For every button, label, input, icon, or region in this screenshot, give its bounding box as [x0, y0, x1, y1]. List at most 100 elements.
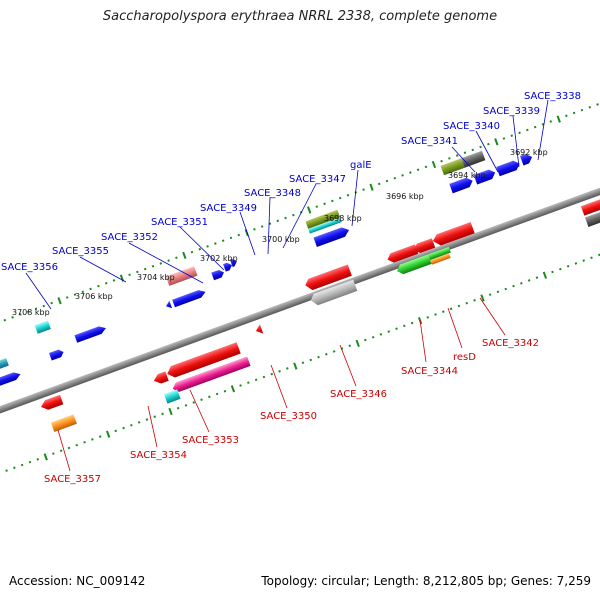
minor-tick — [286, 367, 289, 370]
major-tick — [182, 251, 187, 259]
gene-label-sace-3342[interactable]: SACE_3342 — [482, 338, 539, 349]
minor-tick — [403, 324, 406, 328]
gene-arrow[interactable] — [580, 196, 600, 216]
major-tick — [168, 407, 173, 416]
gene-label-sace-3354[interactable]: SACE_3354 — [130, 450, 187, 461]
gene-label-sace-3357[interactable]: SACE_3357 — [44, 474, 101, 485]
gene-label-sace-3347[interactable]: SACE_3347 — [289, 174, 346, 185]
minor-tick — [323, 202, 326, 206]
gene-label-sace-3356[interactable]: SACE_3356 — [1, 262, 58, 273]
gene-arrow[interactable] — [305, 209, 341, 229]
gene-label-sace-3351[interactable]: SACE_3351 — [151, 217, 208, 228]
minor-tick — [496, 290, 500, 294]
minor-tick — [36, 458, 40, 461]
minor-tick — [151, 264, 155, 268]
gene-arrow[interactable] — [473, 168, 497, 185]
gene-label-sace-3353[interactable]: SACE_3353 — [182, 435, 239, 446]
gene-arrow[interactable] — [223, 261, 233, 272]
gene-arrow[interactable] — [49, 348, 65, 361]
minor-tick — [572, 111, 576, 115]
gene-arrow[interactable] — [440, 158, 465, 176]
gene-arrow[interactable] — [0, 370, 22, 389]
gene-arrow[interactable] — [152, 371, 169, 385]
gene-label-sace-3349[interactable]: SACE_3349 — [200, 203, 257, 214]
gene-label-sace-3352[interactable]: SACE_3352 — [101, 232, 158, 243]
forward-leaders — [25, 99, 549, 310]
minor-tick — [465, 301, 469, 305]
gene-arrow[interactable] — [304, 264, 352, 292]
gene-label-sace-3346[interactable]: SACE_3346 — [330, 389, 387, 400]
gene-arrow[interactable] — [313, 225, 350, 248]
gene-label-sace-3341[interactable]: SACE_3341 — [401, 136, 458, 147]
minor-tick — [5, 469, 8, 472]
minor-tick — [401, 174, 404, 177]
gene-arrow[interactable] — [254, 324, 264, 335]
gene-arrow[interactable] — [39, 394, 64, 412]
minor-tick — [239, 384, 242, 387]
gene-arrow[interactable] — [171, 356, 251, 393]
minor-tick — [574, 262, 578, 265]
minor-tick — [559, 267, 562, 271]
minor-tick — [518, 131, 521, 135]
minor-tick — [253, 228, 256, 231]
gene-arrow[interactable] — [211, 269, 225, 281]
forward-labels: SACE_3338 SACE_3339 SACE_3340 SACE_3341 … — [1, 91, 581, 273]
minor-tick — [130, 423, 133, 427]
gene-arrow[interactable] — [34, 320, 51, 334]
gene-label-sace-3344[interactable]: SACE_3344 — [401, 366, 458, 377]
gene-label-sace-3338[interactable]: SACE_3338 — [524, 91, 581, 102]
gene-label-sace-3339[interactable]: SACE_3339 — [483, 106, 540, 117]
gene-arrow[interactable] — [229, 257, 238, 268]
gene-arrow[interactable] — [308, 217, 342, 234]
gene-arrow[interactable] — [309, 279, 358, 307]
gene-arrow[interactable] — [496, 159, 521, 177]
minor-tick — [385, 179, 389, 183]
minor-tick — [89, 287, 92, 291]
gene-arrow[interactable] — [165, 266, 198, 286]
gene-arrow[interactable] — [165, 300, 173, 310]
minor-tick — [449, 307, 453, 311]
kbp-label: 3696 kbp — [386, 192, 424, 201]
gene-arrow[interactable] — [172, 288, 207, 308]
minor-tick — [565, 114, 568, 118]
gene-label-gale[interactable]: galE — [350, 160, 372, 171]
minor-tick — [549, 120, 553, 123]
minor-tick — [533, 125, 537, 129]
gene-arrow[interactable] — [165, 342, 241, 379]
gene-arrow[interactable] — [39, 342, 41, 343]
gene-arrow[interactable] — [74, 324, 107, 343]
minor-tick — [588, 105, 592, 109]
gene-label-sace-3350[interactable]: SACE_3350 — [260, 411, 317, 422]
gene-label-resd[interactable]: resD — [453, 352, 476, 363]
gene-arrow[interactable] — [164, 389, 181, 404]
gene-arrow[interactable] — [428, 246, 451, 261]
gene-label-sace-3348[interactable]: SACE_3348 — [244, 188, 301, 199]
minor-tick — [278, 370, 281, 373]
minor-tick — [98, 435, 102, 438]
gene-arrow[interactable] — [412, 238, 436, 255]
gene-arrow[interactable] — [431, 221, 475, 248]
gene-arrow[interactable] — [449, 176, 474, 194]
gene-arrow[interactable] — [0, 358, 9, 374]
gene-arrow[interactable] — [520, 152, 534, 166]
minor-tick — [161, 412, 164, 416]
gene-arrow[interactable] — [395, 254, 432, 275]
reverse-genes — [39, 196, 600, 432]
gene-arrow[interactable] — [584, 207, 600, 227]
minor-tick — [463, 151, 467, 154]
minor-tick — [442, 310, 445, 313]
minor-tick — [42, 304, 46, 308]
gene-arrow[interactable] — [50, 414, 77, 432]
minor-tick — [270, 372, 274, 376]
minor-tick — [214, 242, 217, 245]
minor-tick — [260, 225, 264, 228]
gene-label-sace-3355[interactable]: SACE_3355 — [52, 246, 109, 257]
gene-arrow[interactable] — [386, 244, 419, 264]
gene-label-sace-3340[interactable]: SACE_3340 — [443, 121, 500, 132]
minor-tick — [377, 182, 381, 186]
minor-tick — [104, 281, 108, 285]
minor-tick — [348, 344, 352, 348]
gene-arrow[interactable] — [430, 253, 451, 265]
minor-tick — [457, 304, 461, 308]
minor-tick — [91, 438, 94, 441]
